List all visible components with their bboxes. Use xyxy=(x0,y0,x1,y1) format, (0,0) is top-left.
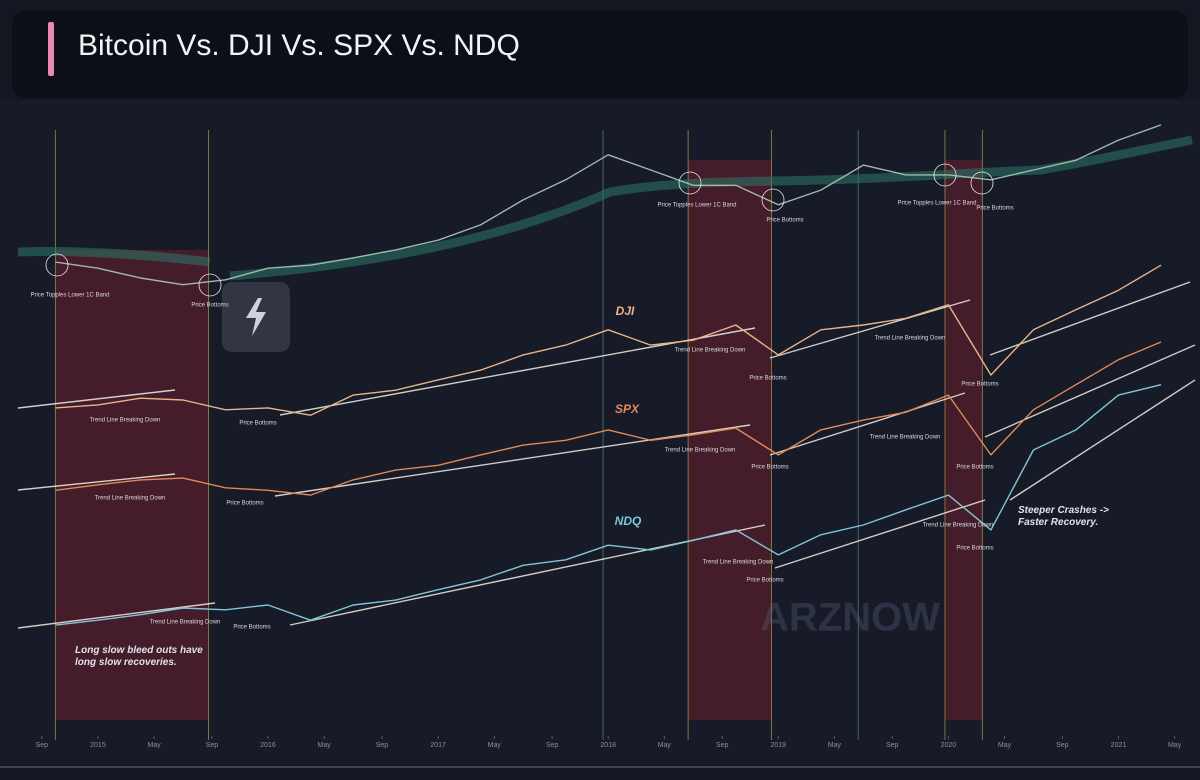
x-tick-label: 2020 xyxy=(941,742,957,749)
trend-line xyxy=(17,389,176,409)
x-tick-label: May xyxy=(318,742,332,749)
series-line xyxy=(55,124,1162,286)
annotation: Price Bottoms xyxy=(191,303,228,309)
annotation: Trend Line Breaking Down xyxy=(870,435,941,441)
trend-line xyxy=(769,392,966,456)
x-tick-label: 2015 xyxy=(90,742,106,749)
trend-line xyxy=(274,424,751,497)
x-tick-label: May xyxy=(147,742,161,749)
annotation-note: Long slow bleed outs have long slow reco… xyxy=(75,645,203,668)
chart-title: Bitcoin Vs. DJI Vs. SPX Vs. NDQ xyxy=(78,29,520,62)
annotation: Price Bottoms xyxy=(961,382,998,388)
band xyxy=(17,135,1193,281)
annotation: Price Bottoms xyxy=(749,376,786,382)
annotation: Price Bottoms xyxy=(233,625,270,631)
trend-line xyxy=(17,602,216,629)
icon xyxy=(246,298,266,336)
annotation: Price Bottoms xyxy=(956,465,993,471)
x-tick-label: May xyxy=(658,742,672,749)
title-bar xyxy=(12,10,1188,98)
annotation: Trend Line Breaking Down xyxy=(665,448,736,454)
annotation: Trend Line Breaking Down xyxy=(95,496,166,502)
annotation: Trend Line Breaking Down xyxy=(703,560,774,566)
annotation: Price Topples Lower 1C Band xyxy=(31,293,110,299)
x-tick-label: Sep xyxy=(36,742,49,749)
annotation-note: Steeper Crashes -> Faster Recovery. xyxy=(1018,505,1109,528)
trend-line xyxy=(17,473,176,491)
annotation: Price Bottoms xyxy=(746,578,783,584)
x-tick-label: 2019 xyxy=(770,742,786,749)
highlight-circle xyxy=(761,188,785,212)
trend-line xyxy=(769,299,971,359)
highlight-circle xyxy=(933,163,957,187)
series-label: SPX xyxy=(615,402,640,416)
annotation: Trend Line Breaking Down xyxy=(675,348,746,354)
x-tick-label: Sep xyxy=(716,742,729,749)
trend-line xyxy=(989,281,1191,356)
series-label: NDQ xyxy=(615,514,642,528)
trend-line xyxy=(984,344,1196,438)
trend-line xyxy=(774,499,986,569)
annotation: Trend Line Breaking Down xyxy=(875,336,946,342)
highlight-circle xyxy=(678,171,702,195)
annotation: Trend Line Breaking Down xyxy=(150,620,221,626)
series-line xyxy=(55,384,1162,626)
annotation: Price Bottoms xyxy=(751,465,788,471)
x-tick-label: 2018 xyxy=(600,742,616,749)
highlight-range xyxy=(688,160,772,720)
x-tick-label: May xyxy=(998,742,1012,749)
x-tick-label: May xyxy=(1168,742,1182,749)
annotation: Price Bottoms xyxy=(226,501,263,507)
highlight-range xyxy=(944,160,983,720)
annotation: Price Bottoms xyxy=(239,421,276,427)
x-tick-label: 2016 xyxy=(260,742,276,749)
x-tick-label: 2021 xyxy=(1111,742,1127,749)
annotation: Trend Line Breaking Down xyxy=(923,523,994,529)
x-tick-label: Sep xyxy=(206,742,219,749)
background-layer xyxy=(54,130,983,740)
x-tick-label: Sep xyxy=(546,742,559,749)
series-line xyxy=(55,341,1162,496)
x-tick-label: Sep xyxy=(376,742,389,749)
highlight-range xyxy=(55,250,209,720)
x-tick-label: Sep xyxy=(886,742,899,749)
watermark: ARZNOW xyxy=(760,596,940,640)
x-tick-label: Sep xyxy=(1056,742,1069,749)
x-tick-label: 2017 xyxy=(430,742,446,749)
annotation: Price Topples Lower 1C Band xyxy=(898,201,977,207)
trend-line xyxy=(1009,379,1196,501)
series-label: DJI xyxy=(616,304,635,318)
series-line xyxy=(55,264,1162,416)
x-tick-label: May xyxy=(488,742,502,749)
title-accent xyxy=(48,22,54,76)
annotation: Price Bottoms xyxy=(766,218,803,224)
highlight-circle xyxy=(970,171,994,195)
highlight-circle xyxy=(198,273,222,297)
annotation: Trend Line Breaking Down xyxy=(90,418,161,424)
highlight-circle xyxy=(45,253,69,277)
annotation: Price Bottoms xyxy=(976,206,1013,212)
annotation: Price Bottoms xyxy=(956,546,993,552)
x-tick-label: May xyxy=(828,742,842,749)
annotation: Price Topples Lower 1C Band xyxy=(658,203,737,209)
